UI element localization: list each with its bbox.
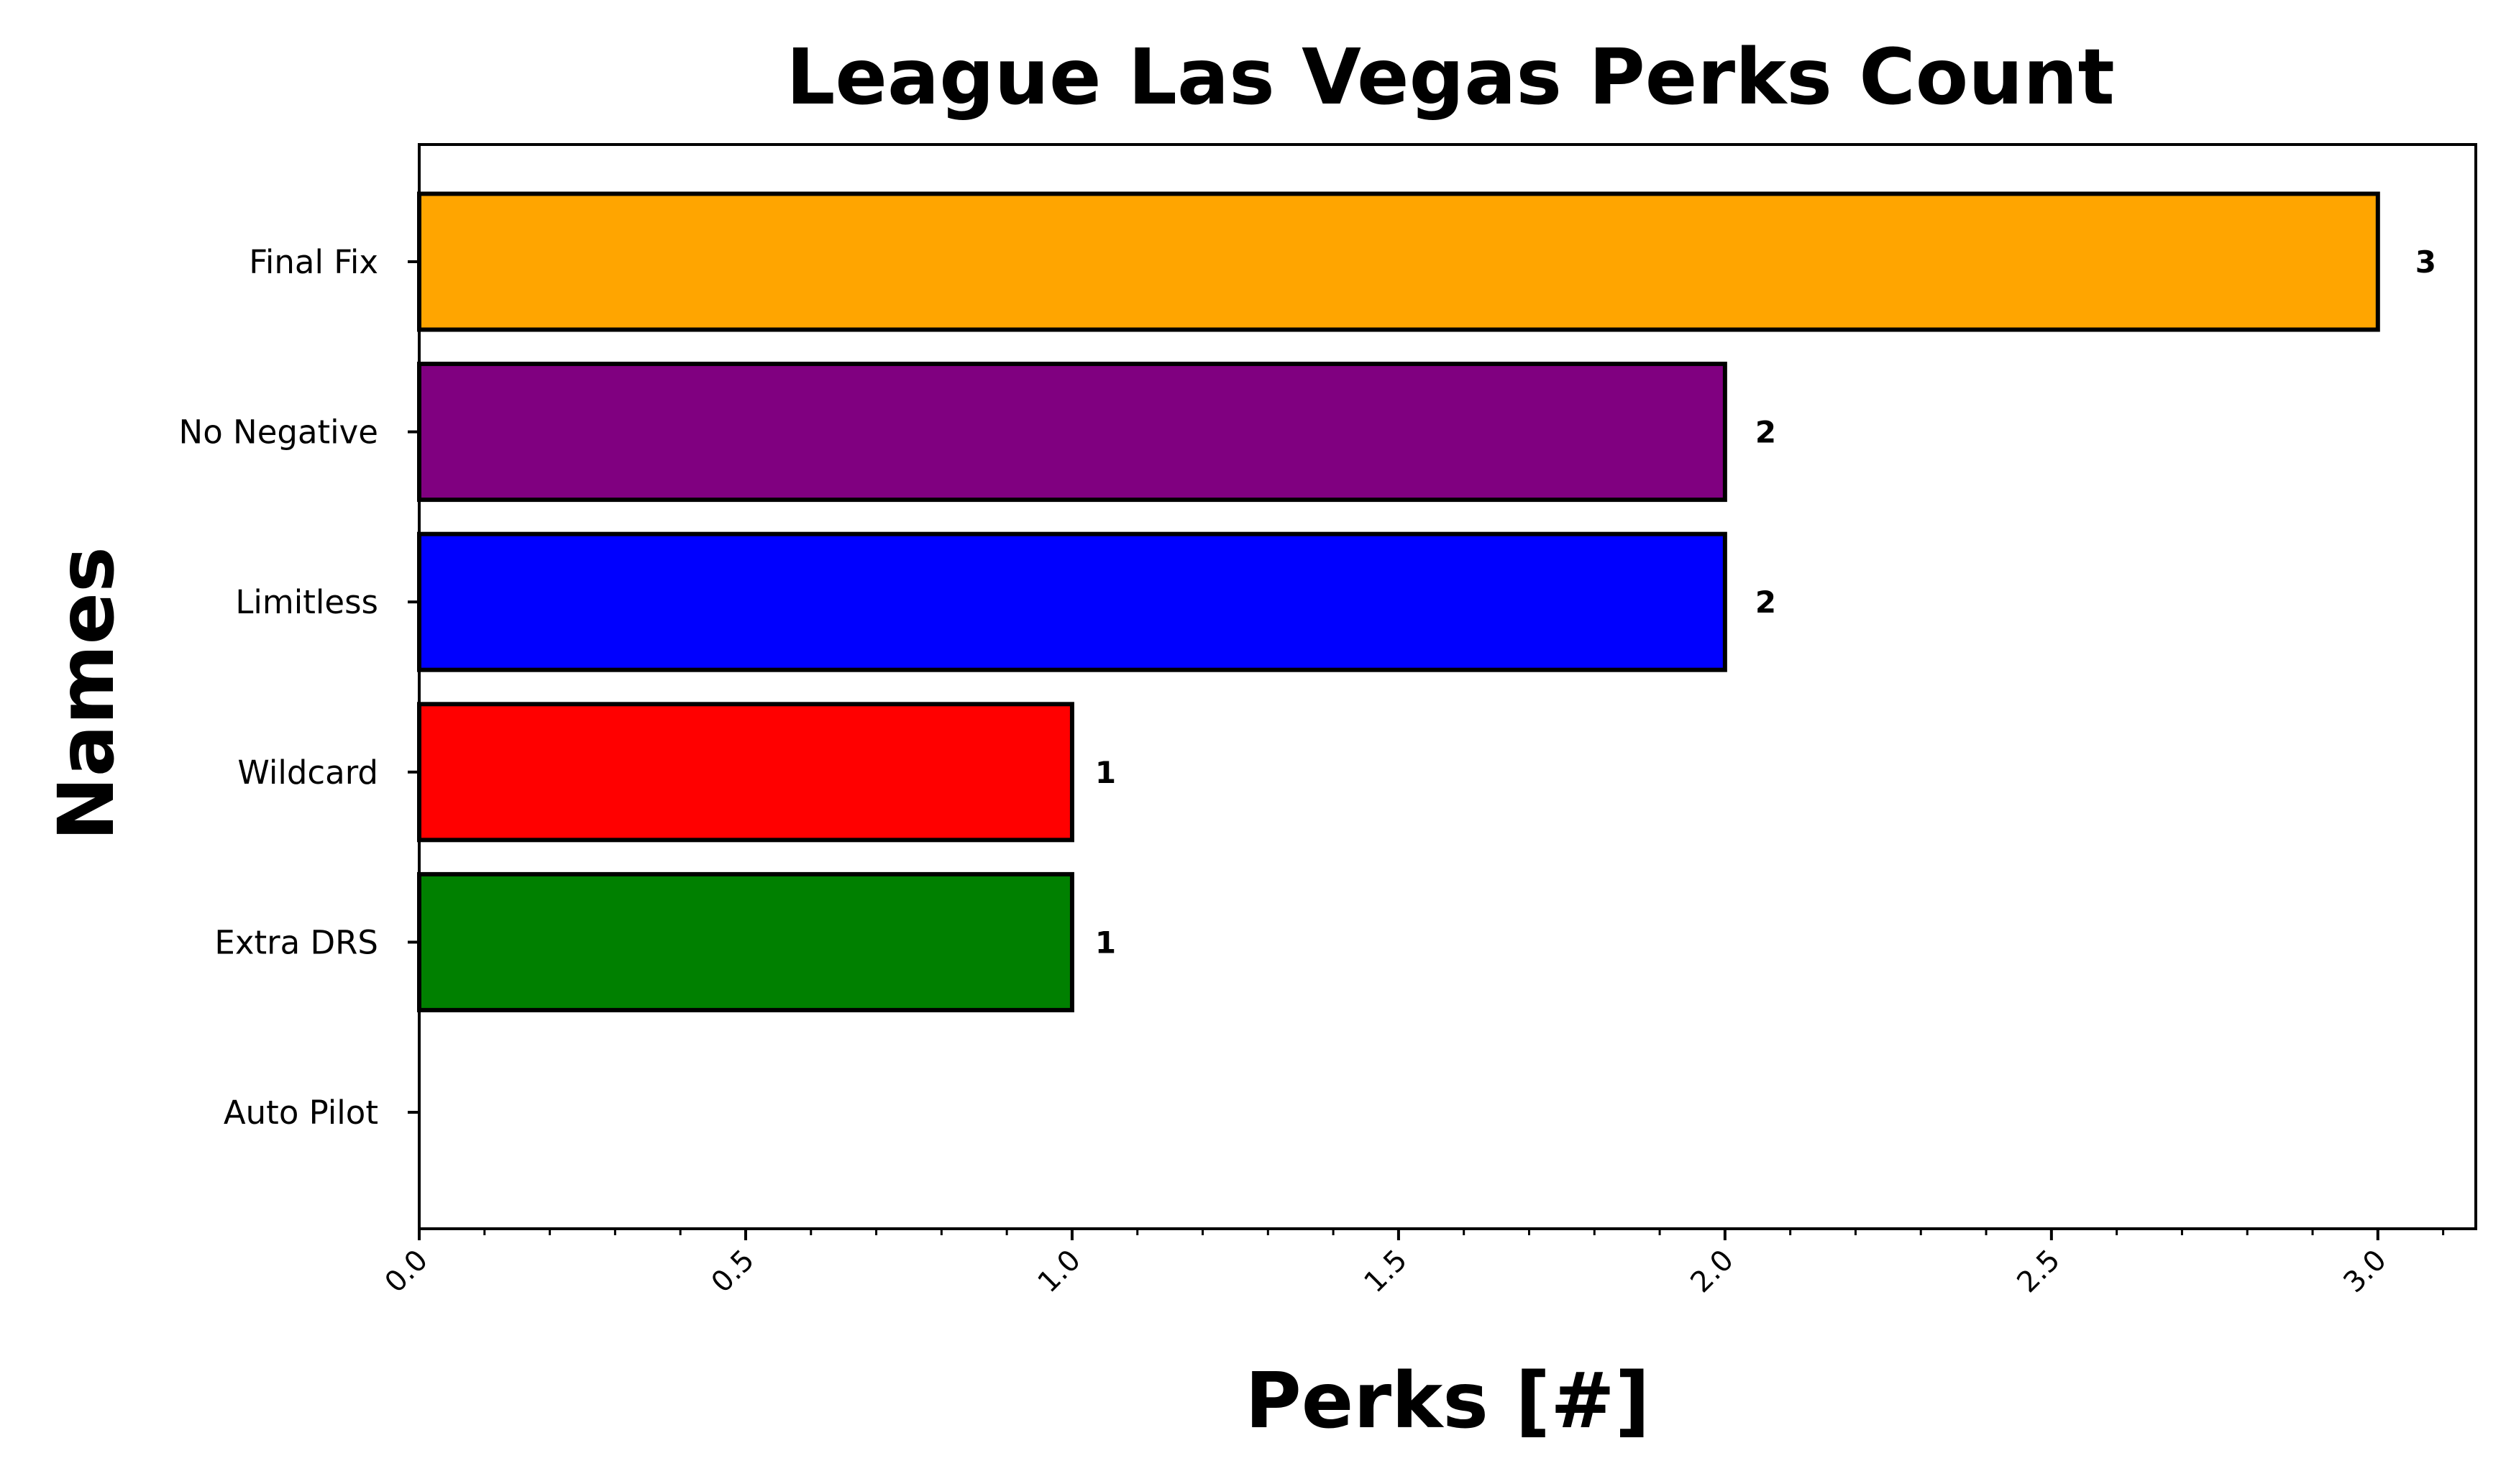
value-label: 2 (1755, 585, 1776, 620)
x-tick-label: 0.5 (705, 1244, 762, 1300)
chart-title: League Las Vegas Perks Count (786, 33, 2115, 122)
value-label: 3 (2415, 244, 2436, 280)
value-label: 1 (1095, 755, 1116, 790)
y-tick-label: No Negative (179, 413, 378, 452)
y-tick-label: Auto Pilot (224, 1094, 378, 1132)
value-label: 1 (1095, 925, 1116, 960)
y-tick-label: Limitless (235, 583, 378, 621)
x-tick-label: 3.0 (2337, 1244, 2393, 1300)
x-axis: 0.0 0.5 1.0 1.5 2.0 2.5 3.0 (379, 1229, 2445, 1300)
bar-wildcard (417, 702, 1074, 843)
bar-limitless (417, 531, 1727, 672)
x-axis-label: Perks [#] (1245, 1357, 1650, 1446)
y-axis: Final Fix No Negative Limitless Wildcard Ext… (179, 243, 419, 1132)
x-tick-label: 2.5 (2011, 1244, 2067, 1300)
y-tick-label: Final Fix (249, 243, 378, 281)
bar-extra-drs (417, 871, 1074, 1012)
y-axis-label: Names (42, 546, 132, 841)
y-tick-label: Wildcard (237, 754, 378, 792)
plot-frame (418, 143, 2477, 1230)
bars-layer: 3 2 2 1 1 (417, 191, 2436, 1012)
x-tick-label: 0.0 (379, 1244, 435, 1300)
y-tick-label: Extra DRS (214, 923, 378, 961)
x-tick-label: 2.0 (1684, 1244, 1740, 1300)
bar-final-fix (417, 191, 2380, 332)
bar-no-negative (417, 362, 1727, 503)
x-tick-label: 1.5 (1358, 1244, 1414, 1300)
value-label: 2 (1755, 415, 1776, 450)
x-tick-label: 1.0 (1031, 1244, 1087, 1300)
